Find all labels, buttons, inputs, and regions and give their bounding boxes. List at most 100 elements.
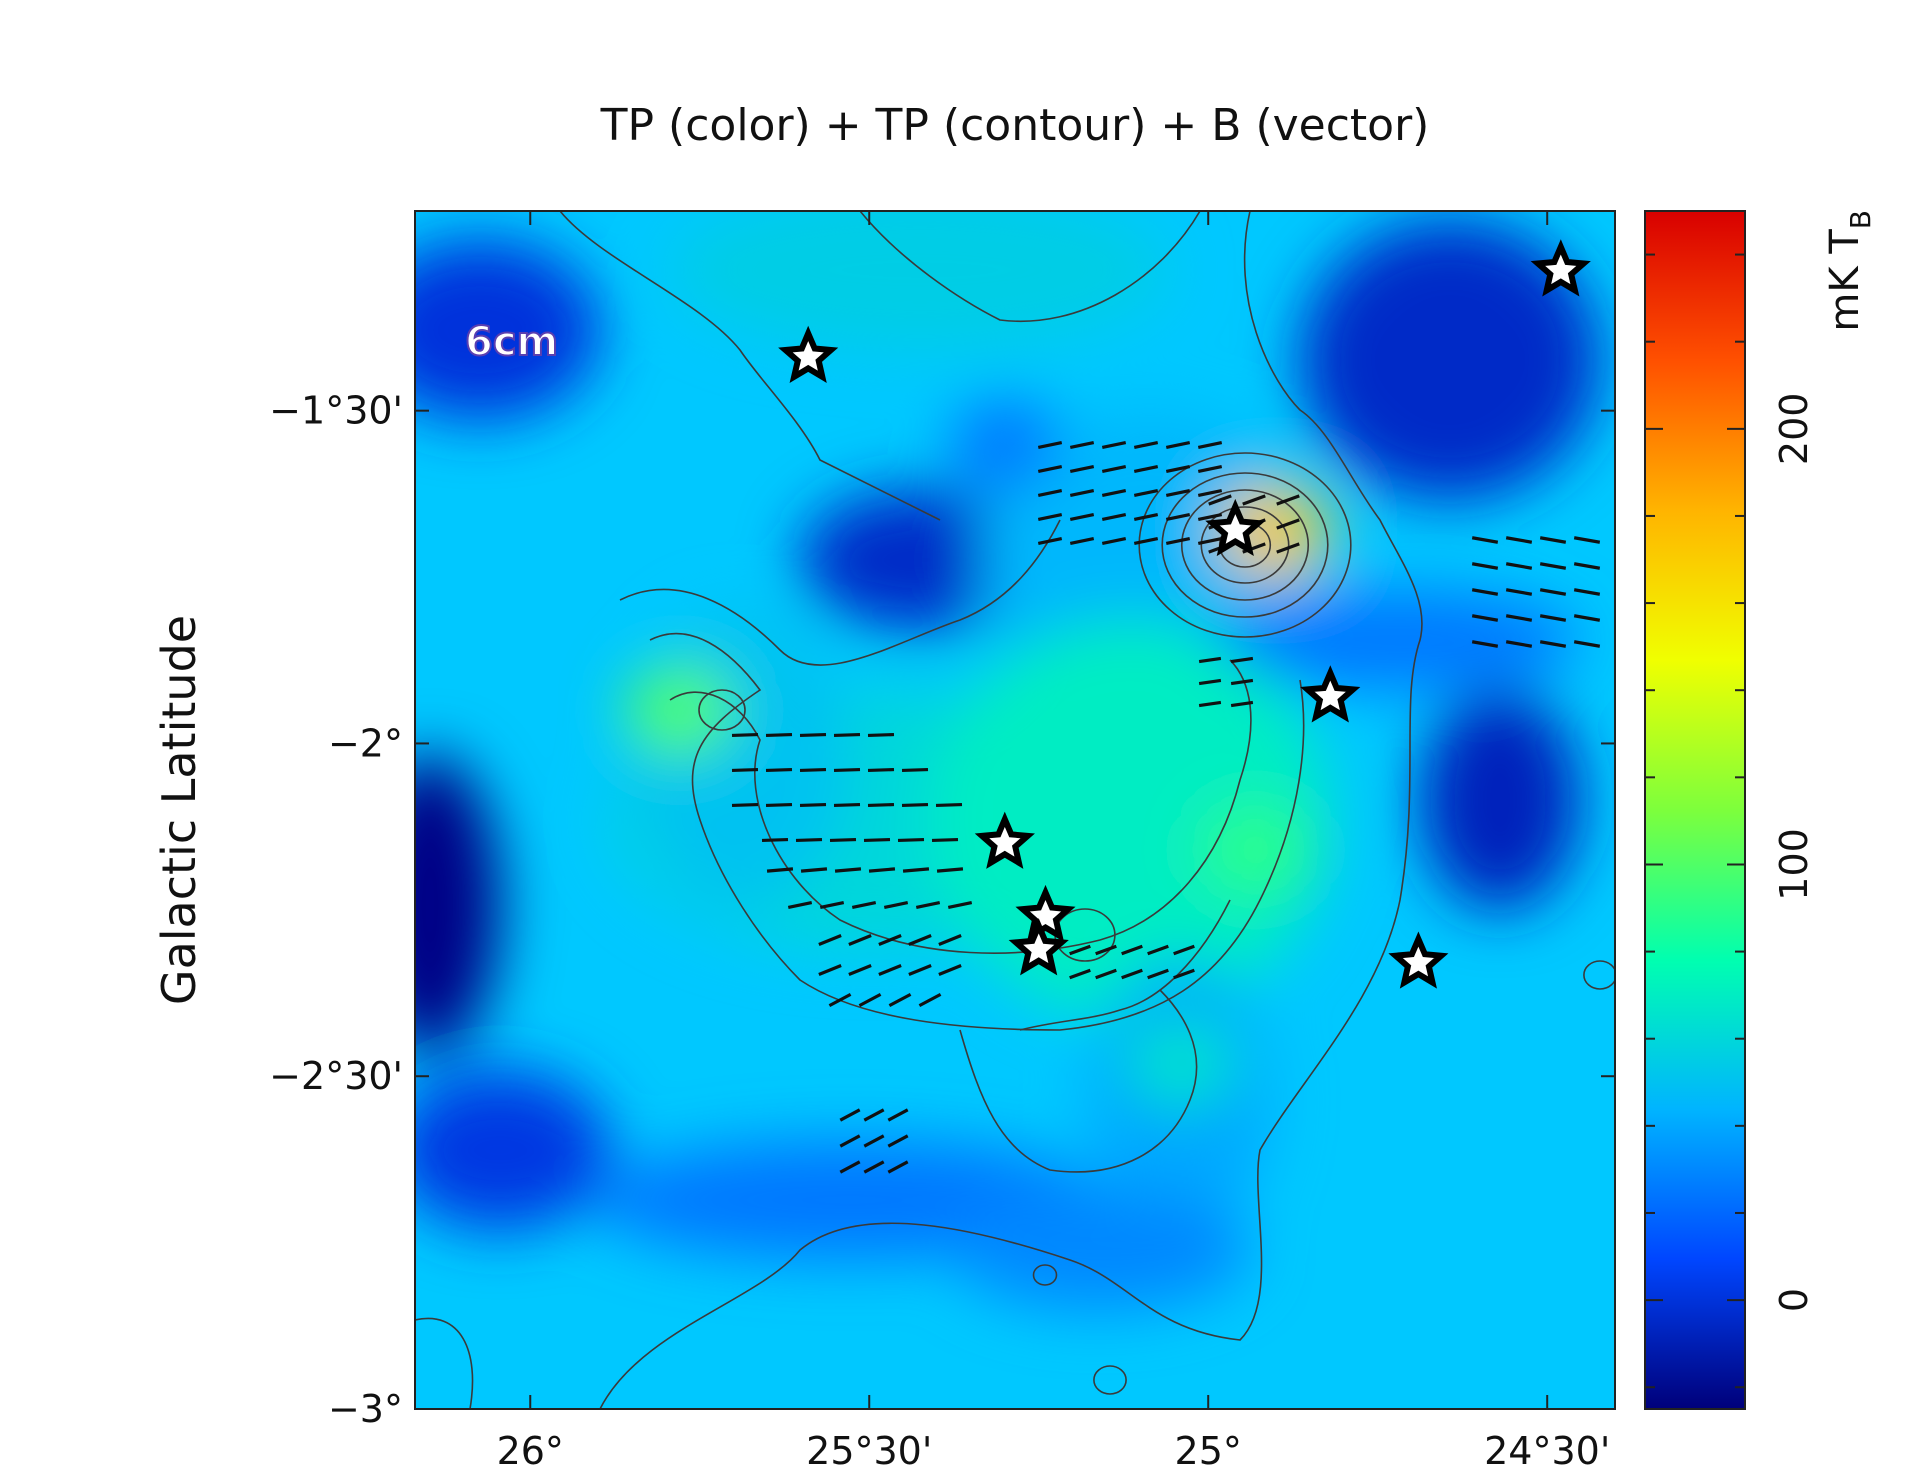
b-vector [799, 732, 827, 738]
intensity-map [415, 211, 1600, 1310]
y-tick-label: −2° [328, 721, 403, 765]
colorbar-frame [1644, 210, 1746, 1410]
b-vector [1165, 464, 1191, 474]
x-tick-label: 25°30' [806, 1429, 932, 1473]
b-vector [1121, 968, 1143, 980]
b-vector [829, 837, 857, 843]
contour-line [415, 1317, 474, 1409]
y-tick-label: −2°30' [269, 1054, 403, 1098]
heat-peak [624, 665, 735, 756]
b-vector [858, 992, 882, 1008]
contour-line [619, 519, 1061, 666]
y-axis-label: Galactic Latitude [152, 615, 206, 1005]
b-vector [1069, 536, 1095, 546]
y-tick-label: −1°30' [269, 389, 403, 433]
colorbar-tick-label: 0 [1772, 1288, 1816, 1312]
b-vector [1121, 944, 1143, 956]
b-vector [887, 1108, 909, 1122]
b-vector [1133, 440, 1159, 450]
contour-line [559, 211, 941, 521]
b-vector [883, 900, 909, 910]
b-vector [1069, 968, 1091, 980]
b-vector [1208, 494, 1232, 506]
star-marker [1015, 884, 1076, 943]
heat-blob-low [415, 240, 600, 420]
b-vector [1165, 488, 1191, 498]
b-vector [1165, 536, 1191, 546]
plot-area: 6cm [414, 210, 1616, 1410]
b-vector [795, 837, 823, 843]
plot-frame [414, 210, 1616, 1410]
b-vector [1471, 640, 1499, 648]
x-tick-label: 24°30' [1484, 1429, 1610, 1473]
colorbar-gradient [1645, 211, 1745, 1409]
b-vector [1165, 440, 1191, 450]
b-vector [938, 964, 962, 976]
b-vector [761, 837, 789, 843]
heat-blob-mid [670, 211, 1170, 350]
b-vector [1069, 944, 1091, 956]
b-vector [1539, 536, 1567, 544]
heat-blob-low [1300, 220, 1600, 500]
b-vector [1101, 440, 1127, 450]
source-markers [778, 239, 1591, 989]
b-vector [1573, 614, 1601, 622]
b-vector [1505, 536, 1533, 544]
b-vector [1539, 562, 1567, 570]
heat-peak [949, 398, 1060, 489]
b-vector [1573, 588, 1601, 596]
b-vector [1133, 512, 1159, 522]
y-tick-label: −3° [328, 1387, 403, 1431]
b-vector [1101, 464, 1127, 474]
b-vector [819, 900, 845, 910]
b-vector [851, 900, 877, 910]
b-vector [1147, 968, 1169, 980]
contour-line [859, 211, 1201, 322]
b-vector [1505, 640, 1533, 648]
b-vector [1573, 536, 1601, 544]
contour-ring [1032, 1264, 1058, 1286]
magnetic-field-vectors [731, 440, 1601, 1174]
b-vector [731, 767, 759, 773]
b-vector [1276, 494, 1300, 506]
b-vector [1037, 536, 1063, 546]
star-marker [1205, 498, 1266, 557]
star-marker [1300, 665, 1361, 723]
b-vector [1133, 536, 1159, 546]
heat-blob-mid [930, 620, 1330, 1020]
b-vector [799, 767, 827, 773]
b-vector [1147, 944, 1169, 956]
b-vector [935, 802, 963, 808]
contour-ring [1138, 452, 1352, 638]
b-vector [1198, 700, 1222, 708]
b-vector [1133, 488, 1159, 498]
colorbar-unit-main: mK T [1822, 229, 1868, 332]
b-vector [1471, 562, 1499, 570]
b-vector [918, 992, 942, 1008]
contour-line [649, 632, 1305, 1031]
b-vector [878, 964, 902, 976]
b-vector [1069, 512, 1095, 522]
b-vector [867, 732, 895, 738]
b-vector [1069, 464, 1095, 474]
b-vector [839, 1160, 861, 1174]
b-vector [1173, 968, 1195, 980]
b-vector [1573, 640, 1601, 648]
b-vector [901, 802, 929, 808]
b-vector [1276, 518, 1300, 530]
b-vector [828, 992, 852, 1008]
b-vector [1165, 512, 1191, 522]
b-vector [1230, 700, 1254, 708]
b-vector [887, 1134, 909, 1148]
heat-peak [1126, 1017, 1237, 1108]
b-vector [1573, 562, 1601, 570]
b-vector [1101, 536, 1127, 546]
b-vector [908, 934, 932, 946]
b-vector [1133, 464, 1159, 474]
colorbar-tick-label: 200 [1772, 393, 1816, 466]
star-marker [1530, 239, 1591, 297]
b-vector [1095, 968, 1117, 980]
b-vector [1037, 512, 1063, 522]
b-vector [765, 732, 793, 738]
heat-blob-low [1420, 690, 1580, 910]
